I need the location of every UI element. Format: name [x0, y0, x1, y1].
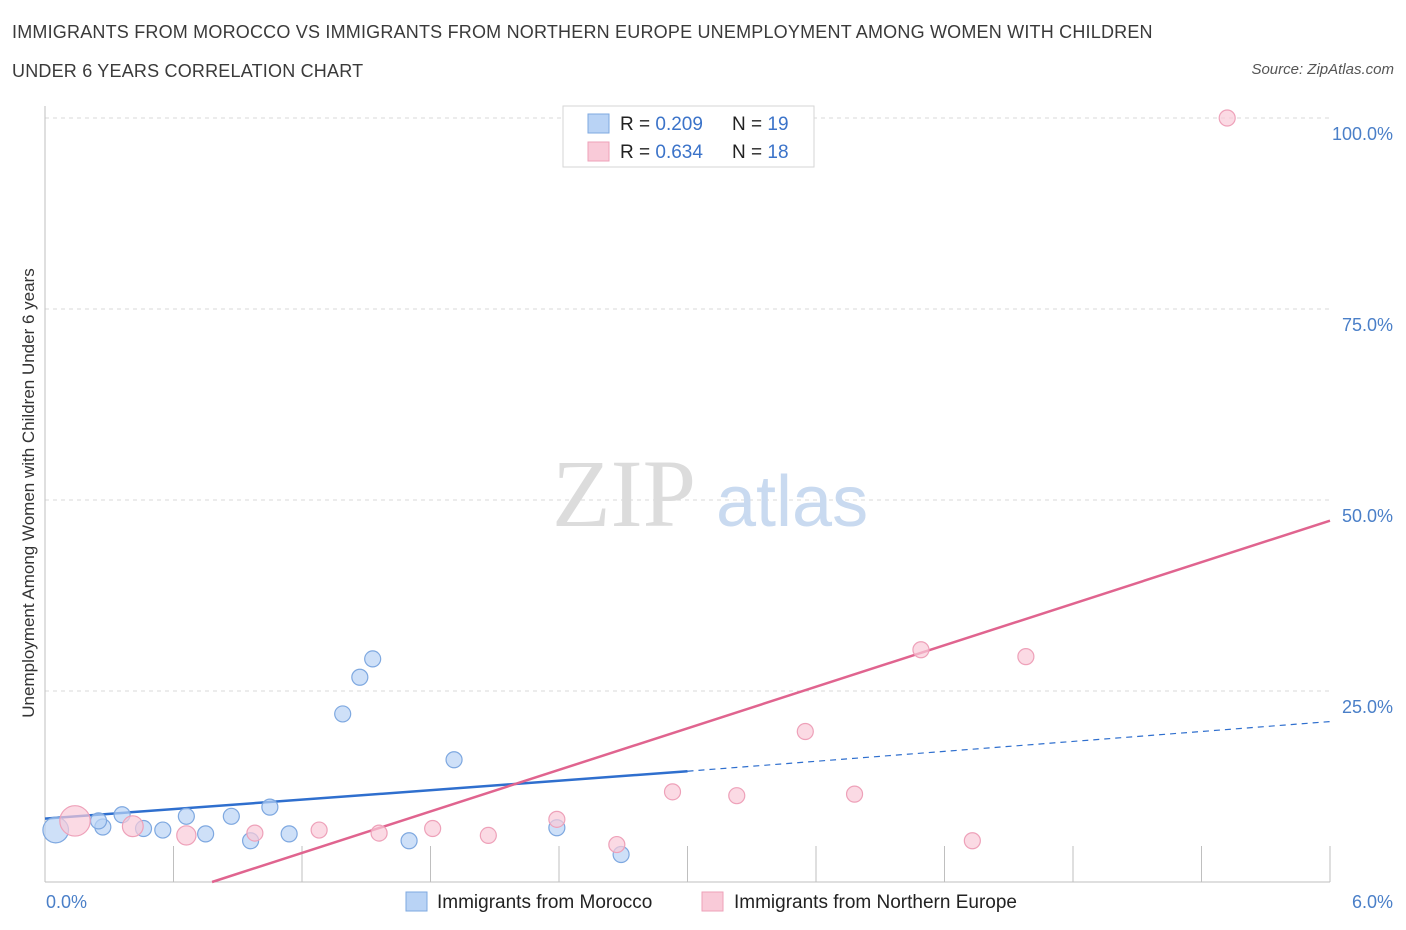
data-point-ne [424, 819, 442, 838]
x-tick-labels: 0.0% 6.0% [46, 892, 1393, 912]
data-point-morocco [364, 650, 382, 668]
source-credit: Source: ZipAtlas.com [1251, 61, 1394, 78]
chart-title-line1: IMMIGRANTS FROM MOROCCO VS IMMIGRANTS FR… [12, 22, 1153, 42]
series-legend: Immigrants from Morocco Immigrants from … [405, 891, 1017, 913]
trend-lines [44, 519, 1331, 884]
data-point-ne [176, 825, 197, 846]
data-point-ne [796, 722, 814, 741]
legend-r-label: R = [620, 142, 655, 163]
chart-title-line2: UNDER 6 YEARS CORRELATION CHART [12, 61, 364, 81]
legend-n-label: N = [732, 114, 767, 135]
data-point-ne [663, 783, 682, 801]
y-tick-labels: 25.0% 50.0% 75.0% 100.0% [1332, 124, 1393, 717]
data-point-morocco [280, 825, 298, 843]
data-point-morocco [400, 832, 418, 850]
trend-line-morocco [44, 769, 688, 820]
data-point-morocco [154, 821, 172, 839]
data-point-ne [479, 826, 497, 844]
trend-line-morocco-extension [687, 720, 1331, 772]
y-tick-label: 50.0% [1342, 506, 1393, 526]
data-point-morocco [351, 668, 369, 686]
data-point-ne [728, 787, 746, 805]
data-point-ne [370, 824, 388, 842]
legend-row-morocco: R = 0.209 N = 19 [620, 114, 789, 135]
series-legend-morocco: Immigrants from Morocco [437, 892, 652, 913]
data-point-ne [310, 821, 328, 839]
data-point-morocco [89, 812, 108, 830]
legend-r-label: R = [620, 114, 655, 135]
data-point-ne [912, 641, 930, 659]
data-point-morocco [261, 798, 279, 816]
y-tick-label: 75.0% [1342, 315, 1393, 335]
watermark-atlas: atlas [716, 462, 868, 542]
series-legend-swatch-morocco [405, 891, 428, 912]
y-tick-label: 100.0% [1332, 124, 1393, 144]
y-tick-label: 25.0% [1342, 697, 1393, 717]
data-points [42, 109, 1236, 864]
data-point-ne [548, 810, 566, 828]
legend-r-value: 0.634 [655, 142, 703, 163]
axes [44, 106, 1331, 883]
x-tick-label: 0.0% [46, 892, 87, 912]
legend-r-value: 0.209 [655, 114, 703, 135]
data-point-ne [121, 815, 144, 838]
data-point-morocco [197, 825, 215, 843]
data-point-ne [845, 785, 864, 803]
data-point-morocco [445, 751, 463, 769]
grid-lines [45, 117, 1330, 692]
data-point-morocco [177, 807, 195, 825]
data-point-morocco [222, 807, 240, 825]
legend-row-ne: R = 0.634 N = 18 [620, 142, 789, 163]
data-point-ne [608, 835, 626, 854]
trend-line-ne [211, 519, 1331, 884]
data-point-ne [1218, 109, 1236, 127]
legend-n-value: 18 [767, 142, 788, 163]
data-point-ne [59, 805, 91, 837]
legend-swatch-ne [587, 141, 610, 162]
correlation-legend: R = 0.209 N = 19 R = 0.634 N = 18 [562, 105, 815, 168]
data-point-ne [963, 832, 981, 850]
watermark-zip: ZIP [552, 440, 696, 547]
legend-n-label: N = [732, 142, 767, 163]
series-legend-swatch-ne [701, 891, 724, 912]
legend-swatch-morocco [587, 113, 610, 134]
data-point-ne [246, 824, 264, 842]
series-legend-ne: Immigrants from Northern Europe [734, 892, 1017, 913]
watermark: ZIP atlas [552, 440, 868, 547]
y-axis-title: Unemployment Among Women with Children U… [19, 268, 38, 717]
data-point-ne [1017, 648, 1035, 666]
legend-n-value: 19 [767, 114, 788, 135]
data-point-morocco [334, 705, 352, 723]
x-tick-label: 6.0% [1352, 892, 1393, 912]
